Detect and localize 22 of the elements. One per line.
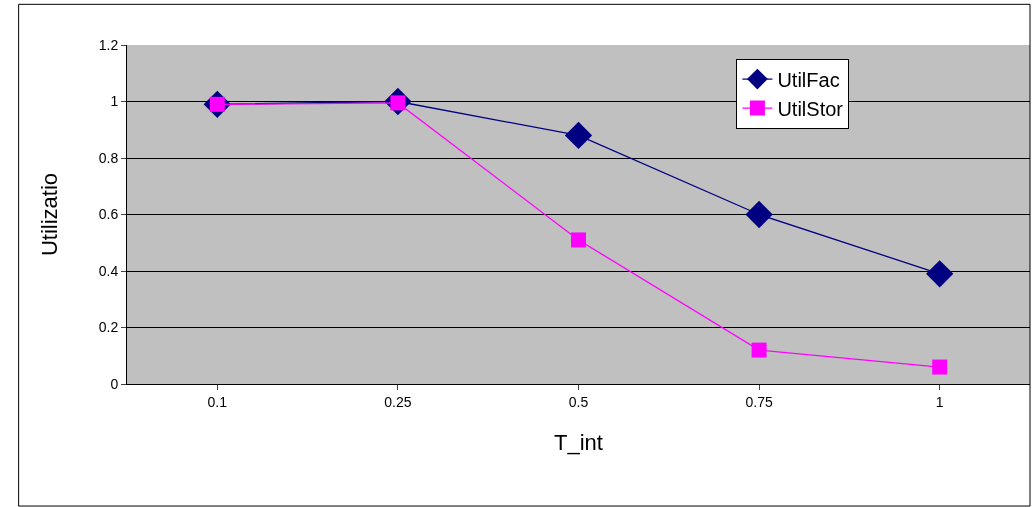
y-tick-label: 0.4 xyxy=(98,262,119,279)
y-tick-label: 0.2 xyxy=(98,319,119,336)
y-tick-label: 0 xyxy=(110,375,119,392)
point xyxy=(745,200,773,229)
legend-label: UtilFac xyxy=(777,68,840,91)
x-tick-label: 0.25 xyxy=(384,393,412,410)
point xyxy=(564,121,593,150)
x-tick-label: 0.1 xyxy=(207,393,228,410)
x-tick-label: 0.5 xyxy=(568,393,589,410)
y-axis-title: Utilizatio xyxy=(36,172,62,257)
legend-label: UtilStor xyxy=(777,97,844,120)
y-tick-label: 0.8 xyxy=(98,149,119,166)
point xyxy=(571,232,586,248)
x-axis-title: T_int xyxy=(554,429,603,455)
y-tick-label: 1 xyxy=(110,93,119,110)
y-tick-label: 1.2 xyxy=(98,36,119,53)
x-tick-label: 1 xyxy=(935,393,944,410)
point xyxy=(926,260,954,288)
point xyxy=(751,342,767,358)
point xyxy=(932,359,948,375)
x-tick-label: 0.75 xyxy=(745,393,773,410)
y-tick-label: 0.6 xyxy=(98,206,119,223)
